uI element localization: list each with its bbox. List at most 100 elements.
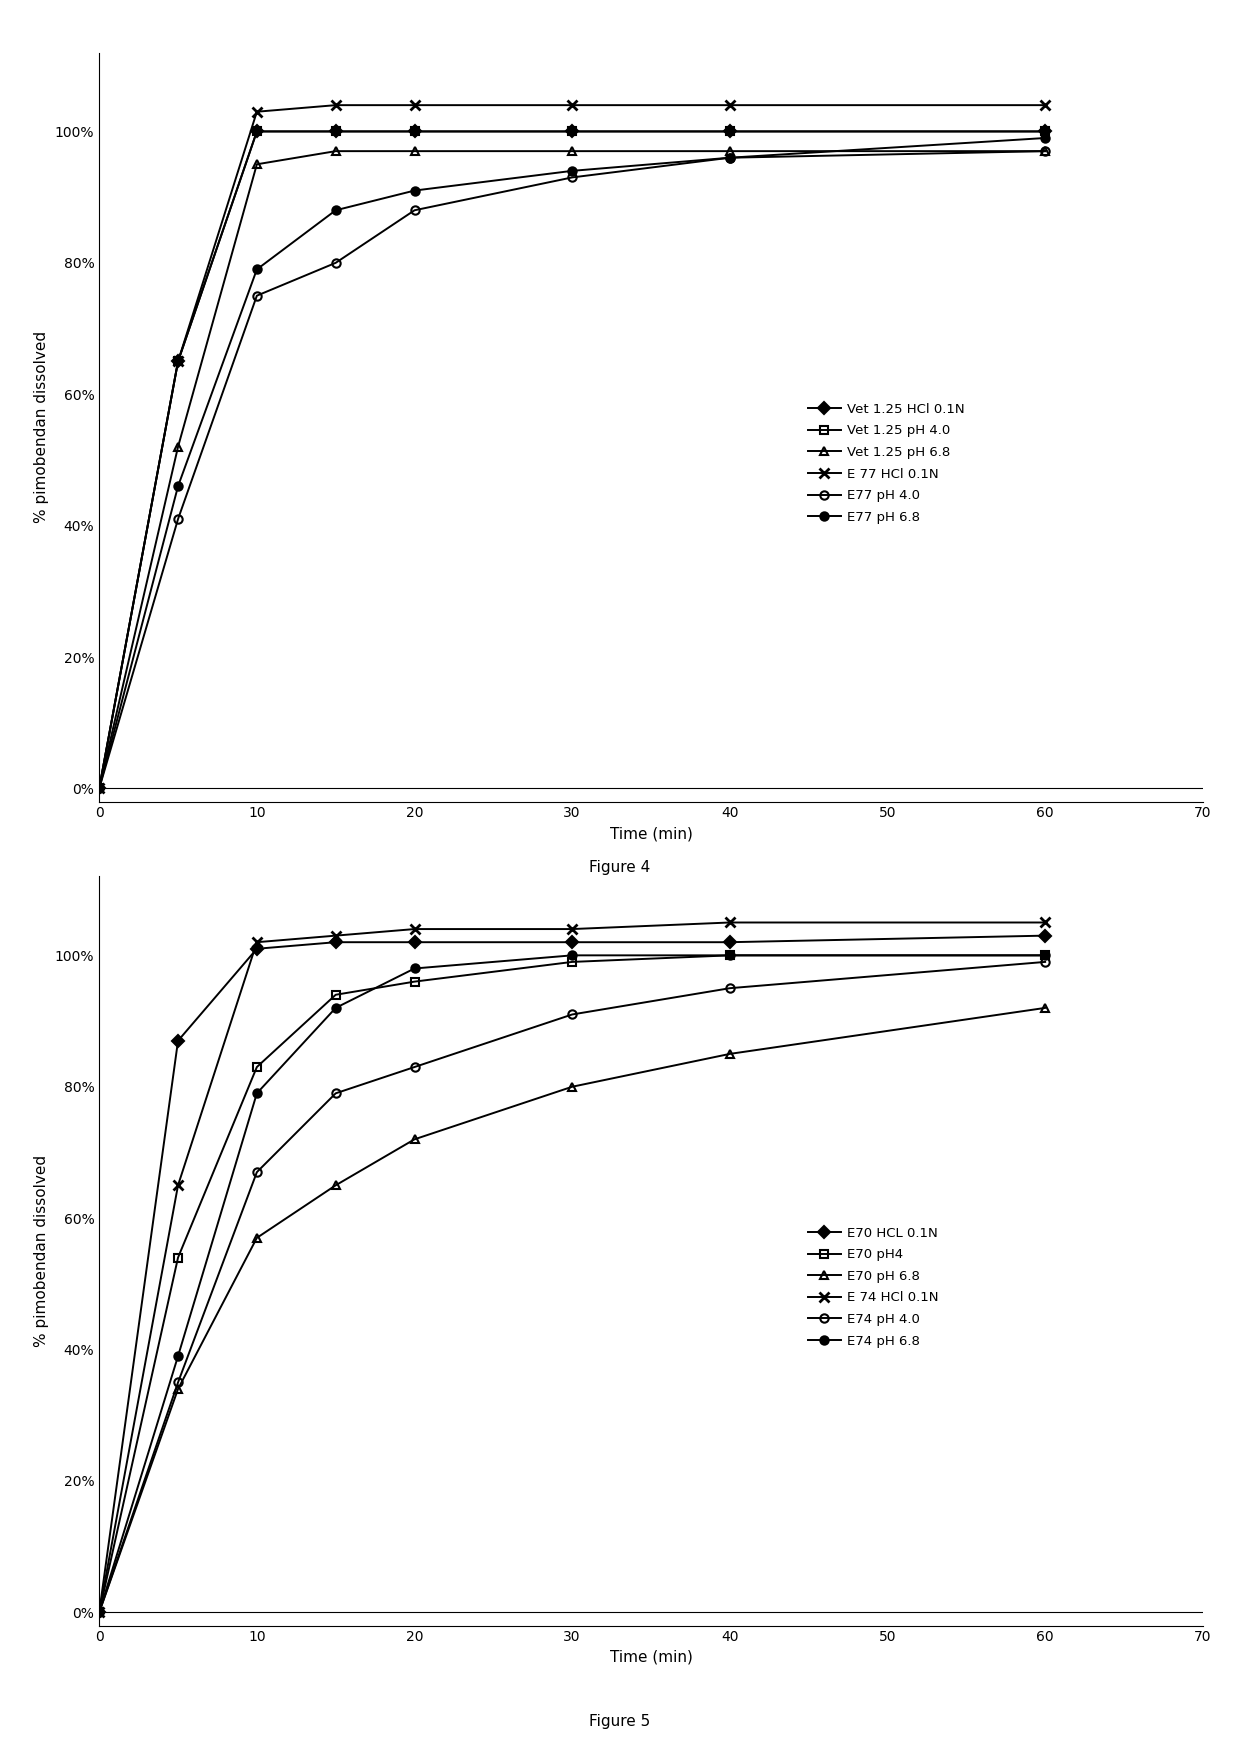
E70 HCL 0.1N: [723, 931, 738, 952]
E74 pH 4.0: [92, 1602, 107, 1623]
E77 pH 6.8: [407, 181, 422, 202]
E77 pH 4.0: [329, 252, 343, 273]
E77 pH 6.8: [171, 475, 186, 496]
E70 HCL 0.1N: [564, 931, 579, 952]
E70 pH4: [249, 1057, 264, 1078]
E70 pH4: [329, 983, 343, 1004]
E77 pH 6.8: [723, 147, 738, 168]
E74 pH 6.8: [249, 1083, 264, 1104]
E74 pH 6.8: [1038, 945, 1053, 966]
E77 pH 6.8: [1038, 128, 1053, 149]
E74 pH 6.8: [329, 997, 343, 1018]
Vet 1.25 pH 4.0: [329, 121, 343, 142]
E 77 HCl 0.1N: [564, 95, 579, 116]
E74 pH 4.0: [171, 1373, 186, 1394]
E 74 HCl 0.1N: [723, 912, 738, 933]
E74 pH 6.8: [723, 945, 738, 966]
E74 pH 4.0: [249, 1162, 264, 1183]
E77 pH 6.8: [329, 200, 343, 221]
E 77 HCl 0.1N: [92, 778, 107, 799]
E70 pH 6.8: [407, 1129, 422, 1150]
E77 pH 4.0: [92, 778, 107, 799]
E 74 HCl 0.1N: [171, 1175, 186, 1196]
E70 pH4: [1038, 945, 1053, 966]
X-axis label: Time (min): Time (min): [610, 1650, 692, 1665]
E 77 HCl 0.1N: [723, 95, 738, 116]
E 74 HCl 0.1N: [92, 1602, 107, 1623]
Vet 1.25 HCl 0.1N: [249, 121, 264, 142]
Vet 1.25 pH 6.8: [92, 778, 107, 799]
Vet 1.25 pH 6.8: [723, 140, 738, 161]
E70 pH 6.8: [329, 1175, 343, 1196]
Line: E74 pH 6.8: E74 pH 6.8: [95, 952, 1049, 1616]
Line: E 74 HCl 0.1N: E 74 HCl 0.1N: [94, 917, 1050, 1618]
E 74 HCl 0.1N: [249, 931, 264, 952]
Vet 1.25 pH 4.0: [723, 121, 738, 142]
E77 pH 6.8: [92, 778, 107, 799]
E74 pH 6.8: [407, 957, 422, 978]
E70 pH 6.8: [249, 1227, 264, 1248]
E77 pH 4.0: [407, 200, 422, 221]
E70 pH4: [92, 1602, 107, 1623]
Vet 1.25 pH 6.8: [329, 140, 343, 161]
Vet 1.25 pH 6.8: [171, 436, 186, 458]
Text: Figure 4: Figure 4: [589, 861, 651, 875]
E70 pH 6.8: [564, 1076, 579, 1097]
E70 pH4: [407, 971, 422, 992]
E70 pH4: [723, 945, 738, 966]
E70 pH4: [171, 1246, 186, 1267]
E70 pH 6.8: [92, 1602, 107, 1623]
Legend: Vet 1.25 HCl 0.1N, Vet 1.25 pH 4.0, Vet 1.25 pH 6.8, E 77 HCl 0.1N, E77 pH 4.0, : Vet 1.25 HCl 0.1N, Vet 1.25 pH 4.0, Vet …: [801, 396, 971, 531]
Vet 1.25 pH 4.0: [171, 351, 186, 372]
Line: Vet 1.25 pH 4.0: Vet 1.25 pH 4.0: [95, 128, 1049, 792]
E74 pH 4.0: [407, 1057, 422, 1078]
E77 pH 4.0: [564, 167, 579, 188]
E70 HCL 0.1N: [92, 1602, 107, 1623]
Line: E 77 HCl 0.1N: E 77 HCl 0.1N: [94, 100, 1050, 794]
Vet 1.25 HCl 0.1N: [329, 121, 343, 142]
E 77 HCl 0.1N: [407, 95, 422, 116]
E 77 HCl 0.1N: [329, 95, 343, 116]
Vet 1.25 pH 6.8: [407, 140, 422, 161]
E74 pH 6.8: [92, 1602, 107, 1623]
Vet 1.25 HCl 0.1N: [407, 121, 422, 142]
Y-axis label: % pimobendan dissolved: % pimobendan dissolved: [35, 331, 50, 522]
Vet 1.25 HCl 0.1N: [92, 778, 107, 799]
E 74 HCl 0.1N: [564, 919, 579, 940]
E70 HCL 0.1N: [249, 938, 264, 959]
E70 HCL 0.1N: [171, 1031, 186, 1052]
Vet 1.25 HCl 0.1N: [171, 351, 186, 372]
Line: E74 pH 4.0: E74 pH 4.0: [95, 957, 1049, 1616]
E74 pH 6.8: [564, 945, 579, 966]
E74 pH 4.0: [329, 1083, 343, 1104]
X-axis label: Time (min): Time (min): [610, 826, 692, 841]
E70 pH 6.8: [723, 1043, 738, 1064]
Line: E70 pH4: E70 pH4: [95, 952, 1049, 1616]
E74 pH 4.0: [564, 1004, 579, 1026]
Vet 1.25 pH 4.0: [564, 121, 579, 142]
Vet 1.25 pH 6.8: [249, 154, 264, 175]
E77 pH 4.0: [723, 147, 738, 168]
Vet 1.25 pH 6.8: [564, 140, 579, 161]
Line: E70 pH 6.8: E70 pH 6.8: [95, 1004, 1049, 1616]
E70 HCL 0.1N: [329, 931, 343, 952]
Y-axis label: % pimobendan dissolved: % pimobendan dissolved: [35, 1155, 50, 1346]
Legend: E70 HCL 0.1N, E70 pH4, E70 pH 6.8, E 74 HCl 0.1N, E74 pH 4.0, E74 pH 6.8: E70 HCL 0.1N, E70 pH4, E70 pH 6.8, E 74 …: [801, 1220, 945, 1355]
E 77 HCl 0.1N: [1038, 95, 1053, 116]
E77 pH 6.8: [249, 259, 264, 280]
E70 pH 6.8: [1038, 997, 1053, 1018]
E74 pH 4.0: [723, 978, 738, 999]
Vet 1.25 pH 4.0: [249, 121, 264, 142]
E77 pH 4.0: [171, 508, 186, 529]
Vet 1.25 pH 4.0: [1038, 121, 1053, 142]
E 77 HCl 0.1N: [171, 351, 186, 372]
Line: E77 pH 6.8: E77 pH 6.8: [95, 133, 1049, 792]
Vet 1.25 HCl 0.1N: [723, 121, 738, 142]
E70 HCL 0.1N: [1038, 926, 1053, 947]
Line: Vet 1.25 pH 6.8: Vet 1.25 pH 6.8: [95, 147, 1049, 792]
E70 HCL 0.1N: [407, 931, 422, 952]
E70 pH4: [564, 952, 579, 973]
E74 pH 6.8: [171, 1346, 186, 1367]
Vet 1.25 pH 4.0: [92, 778, 107, 799]
E74 pH 4.0: [1038, 952, 1053, 973]
